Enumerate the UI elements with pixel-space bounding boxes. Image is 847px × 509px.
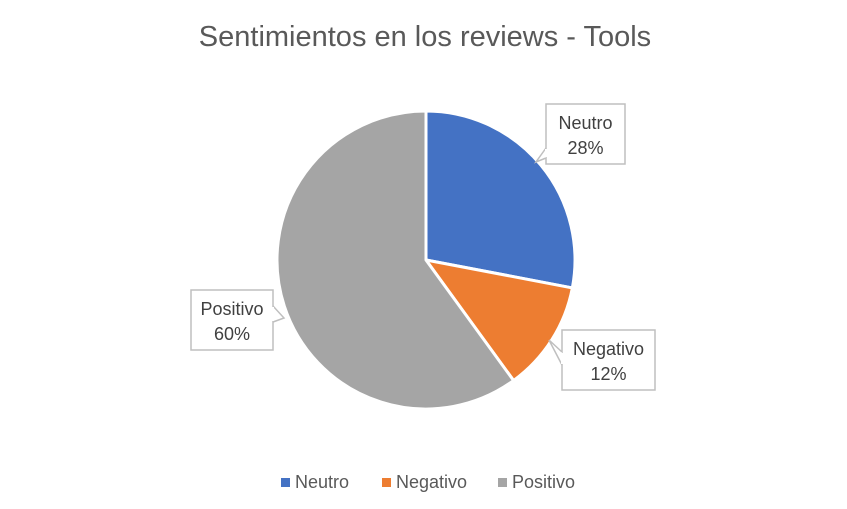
legend-item-negativo: Negativo bbox=[382, 472, 467, 492]
legend-label: Negativo bbox=[396, 472, 467, 492]
legend-swatch bbox=[281, 478, 290, 487]
data-label-category: Positivo bbox=[200, 299, 263, 319]
legend-label: Positivo bbox=[512, 472, 575, 492]
data-label-pointer bbox=[548, 339, 563, 366]
data-label-neutro: Neutro 28% bbox=[533, 103, 626, 165]
legend-label: Neutro bbox=[295, 472, 349, 492]
legend: Neutro Negativo Positivo bbox=[281, 472, 575, 492]
legend-item-positivo: Positivo bbox=[498, 472, 575, 492]
data-label-negativo: Negativo 12% bbox=[548, 329, 656, 391]
data-label-pointer bbox=[533, 147, 547, 164]
data-label-value: 60% bbox=[214, 324, 250, 344]
data-label-value: 12% bbox=[590, 364, 626, 384]
data-label-box bbox=[545, 103, 626, 165]
pie-slice-negativo bbox=[424, 258, 574, 383]
pie-slice-positivo bbox=[275, 109, 516, 411]
pie-slice-neutro bbox=[424, 109, 577, 290]
chart-title: Sentimientos en los reviews - Tools bbox=[199, 21, 651, 53]
pie-slices bbox=[275, 109, 577, 411]
data-label-box bbox=[190, 289, 274, 351]
data-label-value: 28% bbox=[567, 138, 603, 158]
legend-swatch bbox=[498, 478, 507, 487]
data-label-box bbox=[561, 329, 656, 391]
legend-item-neutro: Neutro bbox=[281, 472, 349, 492]
data-label-category: Neutro bbox=[558, 113, 612, 133]
data-label-positivo: Positivo 60% bbox=[190, 289, 286, 351]
data-label-pointer bbox=[272, 305, 286, 323]
legend-swatch bbox=[382, 478, 391, 487]
data-labels: Neutro 28% Negativo 12% Positivo 60% bbox=[190, 103, 656, 391]
data-label-category: Negativo bbox=[573, 339, 644, 359]
